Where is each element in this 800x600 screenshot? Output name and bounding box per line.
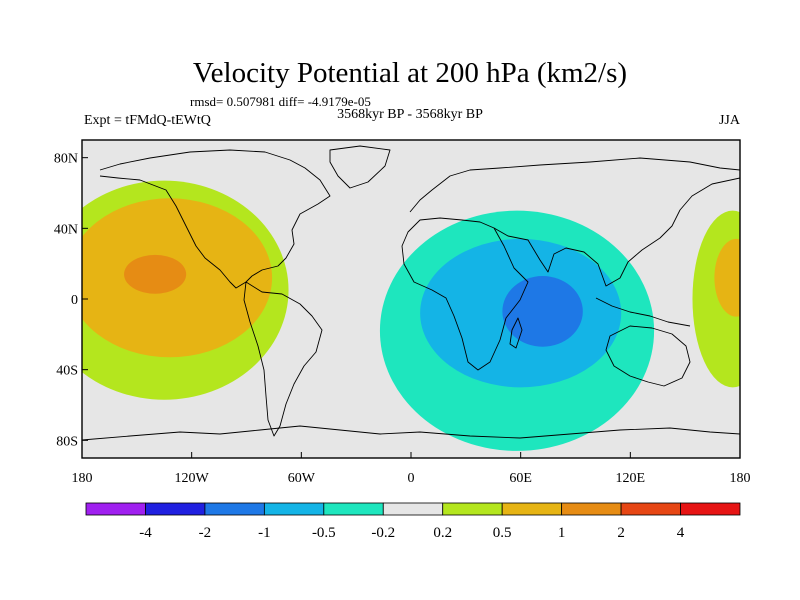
y-tick-label: 80N — [54, 152, 78, 167]
colorbar-swatch — [680, 502, 741, 516]
colorbar-swatch — [620, 502, 681, 516]
coast-south-america — [243, 281, 323, 437]
season-label: JJA — [719, 113, 741, 128]
colorbar-label: -4 — [139, 525, 152, 541]
stats-line: rmsd= 0.507981 diff= -4.9179e-05 — [190, 94, 371, 109]
x-tick-label: 180 — [730, 471, 751, 486]
x-tick-label: 0 — [408, 471, 415, 486]
y-tick-label: 40N — [54, 222, 78, 237]
x-tick-label: 120W — [175, 471, 210, 486]
coast-north-america — [99, 149, 331, 289]
contour-region-dateline-east-positive-0.5 — [714, 238, 740, 317]
colorbar-swatch — [323, 502, 384, 516]
x-tick-label: 60E — [509, 471, 532, 486]
x-axis: 180 120W 60W 0 60E 120E 180 — [72, 452, 751, 486]
colorbar-label: 4 — [677, 525, 685, 541]
map-area: 180 120W 60W 0 60E 120E 180 80N 40N 0 40S 80S — [54, 139, 751, 486]
coast-africa — [401, 217, 529, 371]
coast-indonesia — [595, 297, 691, 327]
experiment-label: Expt = tFMdQ-tEWtQ — [84, 113, 211, 128]
y-tick-label: 0 — [71, 293, 78, 308]
coast-antarctica — [82, 425, 740, 441]
colorbar-swatch — [85, 502, 146, 516]
contour-region-indian-negative-1 — [502, 276, 583, 347]
x-tick-label: 60W — [288, 471, 316, 486]
colorbar-label: -1 — [258, 525, 271, 541]
colorbar-swatch — [561, 502, 622, 516]
colorbar-label: 1 — [558, 525, 566, 541]
colorbar-swatch — [501, 502, 563, 516]
contour-region-pacific-positive-1 — [124, 254, 187, 294]
colorbar-swatch — [442, 502, 503, 516]
coast-europe — [409, 157, 740, 213]
colorbar: -4 -2 -1 -0.5 -0.2 0.2 0.5 1 2 4 — [85, 502, 741, 541]
colorbar-label: -0.2 — [371, 525, 395, 541]
y-axis: 80N 40N 0 40S 80S — [54, 152, 88, 449]
x-tick-label: 120E — [616, 471, 646, 486]
colorbar-label: 2 — [617, 525, 625, 541]
coast-greenland — [329, 145, 391, 189]
coast-australia — [605, 325, 691, 387]
coastlines — [82, 145, 740, 441]
colorbar-swatch — [204, 502, 265, 516]
colorbar-label: -2 — [199, 525, 212, 541]
colorbar-label: -0.5 — [312, 525, 336, 541]
coast-madagascar — [509, 317, 523, 349]
colorbar-label: 0.2 — [433, 525, 452, 541]
colorbar-swatch — [145, 502, 206, 516]
period-label: 3568kyr BP - 3568kyr BP — [337, 107, 483, 122]
colorbar-swatch — [382, 502, 444, 516]
coast-asia-south — [493, 177, 740, 287]
y-tick-label: 80S — [56, 434, 78, 449]
colorbar-swatch — [263, 502, 325, 516]
colorbar-label: 0.5 — [493, 525, 512, 541]
x-tick-label: 180 — [72, 471, 93, 486]
chart-title: Velocity Potential at 200 hPa (km2/s) — [193, 57, 627, 89]
y-tick-label: 40S — [56, 364, 78, 379]
